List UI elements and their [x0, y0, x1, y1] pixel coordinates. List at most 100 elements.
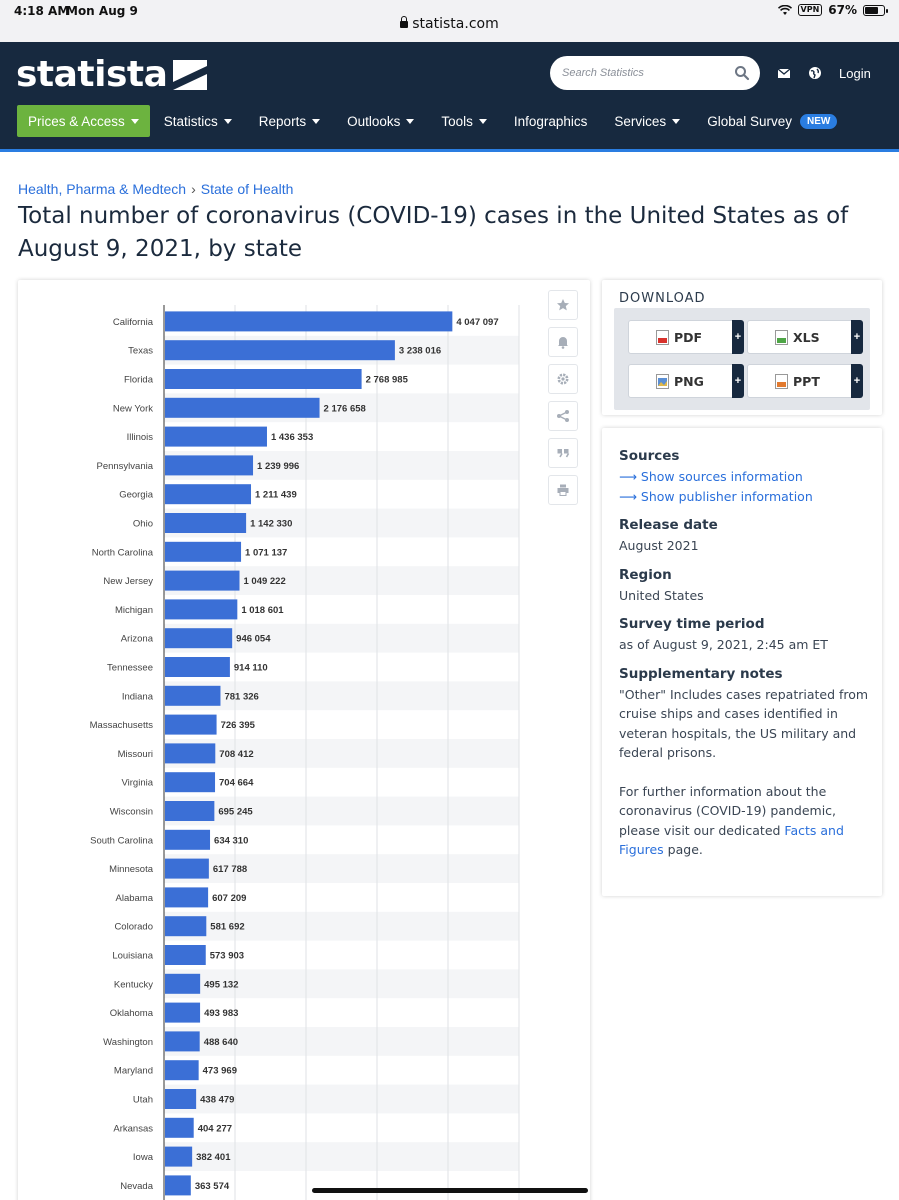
chevron-down-icon [478, 118, 487, 124]
chevron-down-icon [130, 118, 139, 124]
breadcrumb-link[interactable]: State of Health [200, 181, 294, 197]
bar [165, 685, 221, 706]
download-label: PDF [674, 330, 703, 345]
nav-label: Reports [258, 113, 307, 129]
plus-icon[interactable]: + [851, 364, 863, 398]
pdf-file-icon [656, 330, 669, 345]
favorite-button[interactable] [548, 290, 578, 320]
notes-heading: Supplementary notes [619, 665, 783, 682]
nav-global-survey[interactable]: Global Survey NEW [707, 105, 838, 137]
quote-icon [557, 449, 570, 458]
value-label: 1 211 439 [255, 490, 297, 501]
row-stripe [164, 1084, 519, 1114]
row-stripe [164, 1027, 519, 1056]
vpn-badge: VPN [797, 4, 823, 16]
bell-icon [558, 337, 568, 349]
mail-icon[interactable] [777, 66, 791, 80]
nav-statistics[interactable]: Statistics [164, 105, 232, 137]
chevron-down-icon [312, 118, 321, 124]
category-label: North Carolina [92, 547, 154, 558]
nav-label: Tools [441, 113, 473, 129]
search-box[interactable] [550, 56, 760, 90]
download-xls-button[interactable]: XLS + [747, 320, 863, 354]
download-label: PPT [793, 374, 820, 389]
bar [165, 1031, 200, 1052]
sources-heading: Sources [619, 448, 680, 464]
nav-infographics[interactable]: Infographics [514, 105, 588, 137]
bar [165, 1089, 197, 1109]
category-label: Utah [133, 1095, 153, 1106]
category-label: Arkansas [113, 1123, 153, 1134]
nav-prices-access[interactable]: Prices & Access [17, 105, 150, 137]
further-info: For further information about the corona… [619, 782, 869, 860]
search-input[interactable] [562, 63, 722, 83]
bar [165, 484, 252, 505]
value-label: 4 047 097 [456, 317, 498, 328]
notes-value: "Other" Includes cases repatriated from … [619, 686, 869, 761]
globe-icon[interactable] [808, 66, 822, 80]
value-label: 914 110 [234, 663, 268, 674]
plus-icon[interactable]: + [732, 364, 744, 398]
category-label: Florida [124, 375, 154, 386]
breadcrumb-separator: › [191, 181, 196, 197]
nav-outlooks[interactable]: Outlooks [347, 105, 415, 137]
cite-button[interactable] [548, 438, 578, 468]
category-label: California [113, 317, 154, 328]
site-header: statista Login Prices & Access Statistic… [0, 42, 899, 152]
value-label: 1 071 137 [245, 547, 287, 558]
settings-button[interactable] [548, 364, 578, 394]
value-label: 607 209 [212, 893, 246, 904]
download-png-button[interactable]: PNG + [628, 364, 744, 398]
breadcrumb-link[interactable]: Health, Pharma & Medtech [18, 181, 187, 197]
facts-figures-link[interactable]: Facts and Figures [619, 822, 844, 858]
nav-services[interactable]: Services [614, 105, 681, 137]
nav-tools[interactable]: Tools [441, 105, 487, 137]
chevron-down-icon [223, 118, 232, 124]
bar [165, 513, 247, 533]
bar [165, 397, 320, 418]
category-label: Iowa [133, 1152, 154, 1163]
notification-button[interactable] [548, 327, 578, 357]
plus-icon[interactable]: + [851, 320, 863, 354]
release-value: August 2021 [619, 538, 699, 553]
region-heading: Region [619, 566, 672, 583]
value-label: 473 969 [203, 1066, 237, 1077]
category-label: New York [113, 403, 153, 414]
chevron-down-icon [672, 118, 681, 124]
show-publisher-link[interactable]: ⟶ Show publisher information [619, 487, 869, 507]
further-end: page. [663, 842, 703, 857]
search-icon[interactable] [734, 65, 750, 81]
value-label: 581 692 [210, 922, 244, 933]
home-indicator [312, 1188, 588, 1193]
nav-reports[interactable]: Reports [258, 105, 321, 137]
category-label: Washington [103, 1037, 153, 1048]
bar [165, 801, 215, 821]
value-label: 2 768 985 [366, 375, 409, 386]
further-text: For further information about the corona… [619, 783, 837, 838]
category-label: Louisiana [112, 951, 153, 962]
download-title: DOWNLOAD [619, 291, 706, 306]
value-label: 1 436 353 [271, 432, 313, 443]
statista-logo[interactable]: statista [16, 54, 208, 95]
bar [165, 1175, 191, 1196]
region-value: United States [619, 587, 704, 603]
bar [165, 1117, 194, 1138]
category-label: Illinois [127, 432, 154, 443]
row-stripe [164, 681, 519, 711]
download-pdf-button[interactable]: PDF + [628, 320, 744, 354]
nav-label: Prices & Access [28, 113, 125, 129]
url-text: statista.com [412, 16, 499, 32]
download-ppt-button[interactable]: PPT + [747, 364, 863, 398]
login-link[interactable]: Login [839, 66, 871, 81]
release-block: Release date August 2021 [619, 517, 869, 556]
bar [165, 916, 207, 937]
bar [165, 945, 206, 965]
print-button[interactable] [548, 475, 578, 505]
download-label: PNG [674, 374, 704, 389]
download-card: DOWNLOAD PDF + XLS + PNG + PPT + [602, 280, 882, 415]
new-badge: NEW [799, 113, 838, 129]
show-sources-link[interactable]: ⟶ Show sources information [619, 467, 869, 487]
share-button[interactable] [548, 401, 578, 431]
plus-icon[interactable]: + [732, 320, 744, 354]
address-bar[interactable]: statista.com [0, 16, 899, 32]
